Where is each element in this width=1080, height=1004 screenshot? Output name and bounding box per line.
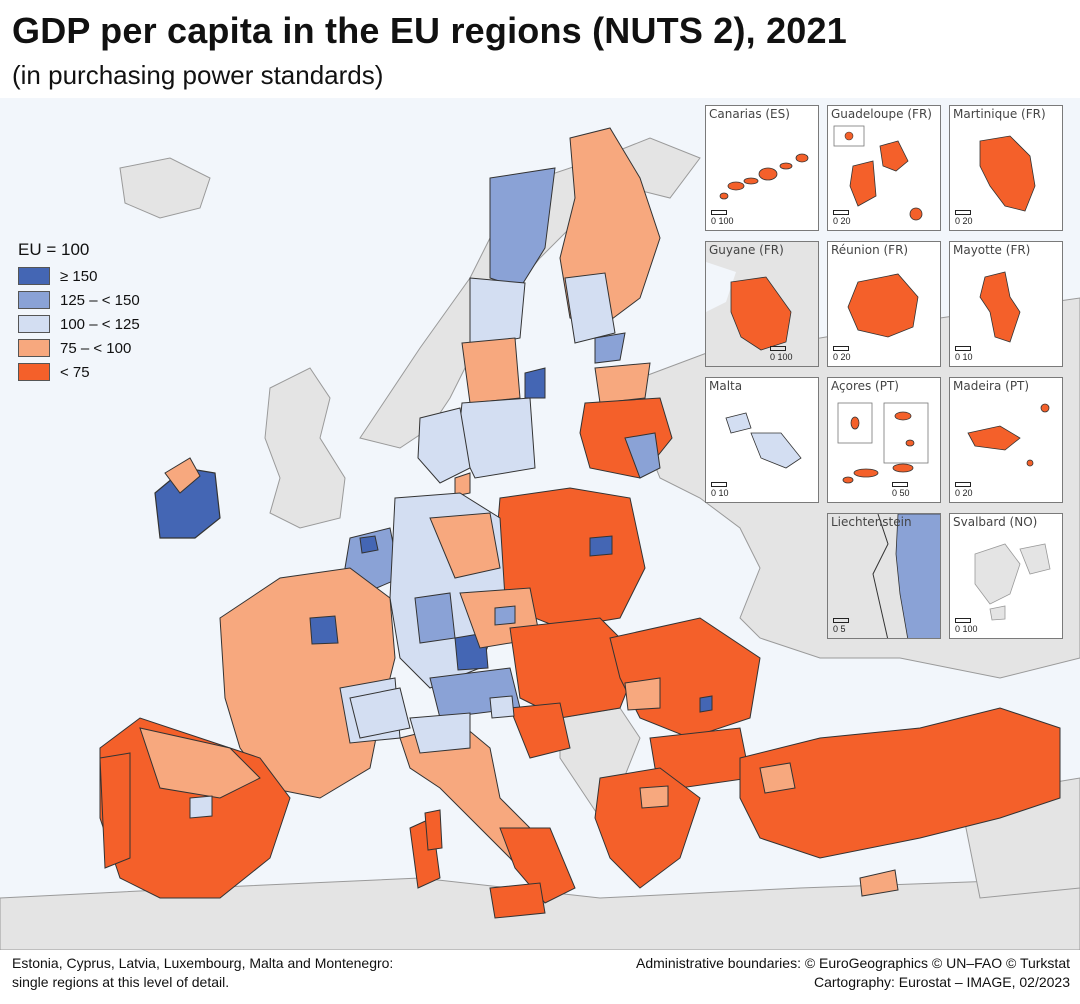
- region-paris: [309, 615, 339, 645]
- region-helsinki: [594, 332, 626, 364]
- scale-bar: 0 20: [955, 482, 973, 498]
- region-warsaw: [589, 535, 613, 557]
- inset-acores: Açores (PT) 0 50: [827, 377, 941, 503]
- footnote-right: Administrative boundaries: © EuroGeograp…: [635, 955, 1070, 990]
- inset-reunion: Réunion (FR) 0 20: [827, 241, 941, 367]
- legend-label: < 75: [60, 363, 90, 381]
- region-stockholm: [524, 367, 546, 399]
- inset-label: Madeira (PT): [953, 379, 1030, 393]
- inset-canarias: Canarias (ES) 0 100: [705, 105, 819, 231]
- region-romania-west: [624, 677, 661, 711]
- inset-label: Martinique (FR): [953, 107, 1046, 121]
- legend-swatch: [18, 363, 50, 381]
- scale-bar: 0 100: [711, 210, 734, 226]
- inset-label: Mayotte (FR): [953, 243, 1031, 257]
- map-subtitle: (in purchasing power standards): [12, 60, 384, 90]
- scale-bar: 0 50: [892, 482, 910, 498]
- legend-item: ≥ 150: [18, 264, 140, 288]
- inset-guadeloupe: Guadeloupe (FR) 0 20: [827, 105, 941, 231]
- legend-swatch: [18, 339, 50, 357]
- legend-label: 125 – < 150: [60, 291, 140, 309]
- inset-label: Malta: [709, 379, 743, 393]
- inset-madeira: Madeira (PT) 0 20: [949, 377, 1063, 503]
- legend-swatch: [18, 291, 50, 309]
- legend-swatch: [18, 315, 50, 333]
- scale-bar: 0 20: [833, 346, 851, 362]
- inset-label: Guyane (FR): [709, 243, 784, 257]
- region-spain-north: [139, 727, 261, 799]
- region-germany-south: [414, 592, 456, 644]
- uk-shape: [264, 367, 346, 529]
- scale-bar: 0 10: [955, 346, 973, 362]
- legend-item: 125 – < 150: [18, 288, 140, 312]
- legend-item: 75 – < 100: [18, 336, 140, 360]
- region-prague: [494, 605, 516, 626]
- inset-label: Canarias (ES): [709, 107, 790, 121]
- region-germany-east: [429, 512, 501, 579]
- region-bulgaria: [649, 727, 751, 789]
- scale-bar: 0 20: [955, 210, 973, 226]
- region-cyprus: [859, 869, 899, 897]
- region-madrid: [189, 795, 213, 819]
- inset-label: Liechtenstein: [831, 515, 912, 529]
- inset-guyane: Guyane (FR) 0 100: [705, 241, 819, 367]
- region-istanbul: [759, 762, 796, 794]
- region-finland-west: [564, 272, 616, 344]
- footnote-left: Estonia, Cyprus, Latvia, Luxembourg, Mal…: [12, 955, 394, 990]
- region-sweden-central: [461, 337, 521, 404]
- inset-label: Guadeloupe (FR): [831, 107, 932, 121]
- inset-label: Açores (PT): [831, 379, 899, 393]
- map-title: GDP per capita in the EU regions (NUTS 2…: [12, 10, 847, 51]
- legend-label: ≥ 150: [60, 267, 98, 285]
- legend-swatch: [18, 267, 50, 285]
- scale-bar: 0 5: [833, 618, 849, 634]
- region-vilnius: [624, 432, 661, 479]
- region-sweden-mid: [469, 277, 526, 349]
- region-switzerland: [349, 687, 411, 739]
- inset-maps: Canarias (ES) 0 100 Guadeloupe (FR) 0 20…: [705, 105, 1065, 639]
- inset-label: Réunion (FR): [831, 243, 909, 257]
- region-sardinia: [424, 809, 443, 851]
- inset-malta: Malta 0 10: [705, 377, 819, 503]
- region-sicily: [489, 882, 546, 919]
- scale-bar: 0 20: [833, 210, 851, 226]
- region-denmark: [417, 407, 471, 484]
- scale-bar: 0 100: [955, 618, 978, 634]
- region-portugal: [99, 752, 131, 869]
- region-slovenia: [489, 695, 515, 719]
- region-croatia: [509, 702, 571, 759]
- region-turkey: [739, 707, 1061, 859]
- legend-item: < 75: [18, 360, 140, 384]
- inset-martinique: Martinique (FR) 0 20: [949, 105, 1063, 231]
- region-denmark-east: [454, 472, 471, 497]
- region-sweden-north: [489, 167, 556, 289]
- scale-bar: 0 100: [770, 346, 793, 362]
- legend-label: 75 – < 100: [60, 339, 132, 357]
- region-bucharest: [699, 695, 713, 713]
- inset-svalbard: Svalbard (NO) 0 100: [949, 513, 1063, 639]
- inset-label: Svalbard (NO): [953, 515, 1038, 529]
- region-athens: [639, 785, 669, 809]
- iceland-shape: [119, 157, 211, 219]
- inset-mayotte: Mayotte (FR) 0 10: [949, 241, 1063, 367]
- map-legend: EU = 100 ≥ 150 125 – < 150 100 – < 125 7…: [18, 240, 140, 384]
- legend-item: 100 – < 125: [18, 312, 140, 336]
- region-greece: [594, 767, 701, 889]
- region-estonia: [594, 362, 651, 404]
- region-hungary-slovakia: [509, 617, 641, 719]
- legend-label: 100 – < 125: [60, 315, 140, 333]
- scale-bar: 0 10: [711, 482, 729, 498]
- region-ireland-north: [164, 457, 201, 494]
- region-amsterdam: [359, 535, 379, 554]
- legend-title: EU = 100: [18, 240, 90, 259]
- region-italy-south: [499, 827, 576, 904]
- inset-liechtenstein: Liechtenstein 0 5: [827, 513, 941, 639]
- region-italy-north: [409, 712, 471, 754]
